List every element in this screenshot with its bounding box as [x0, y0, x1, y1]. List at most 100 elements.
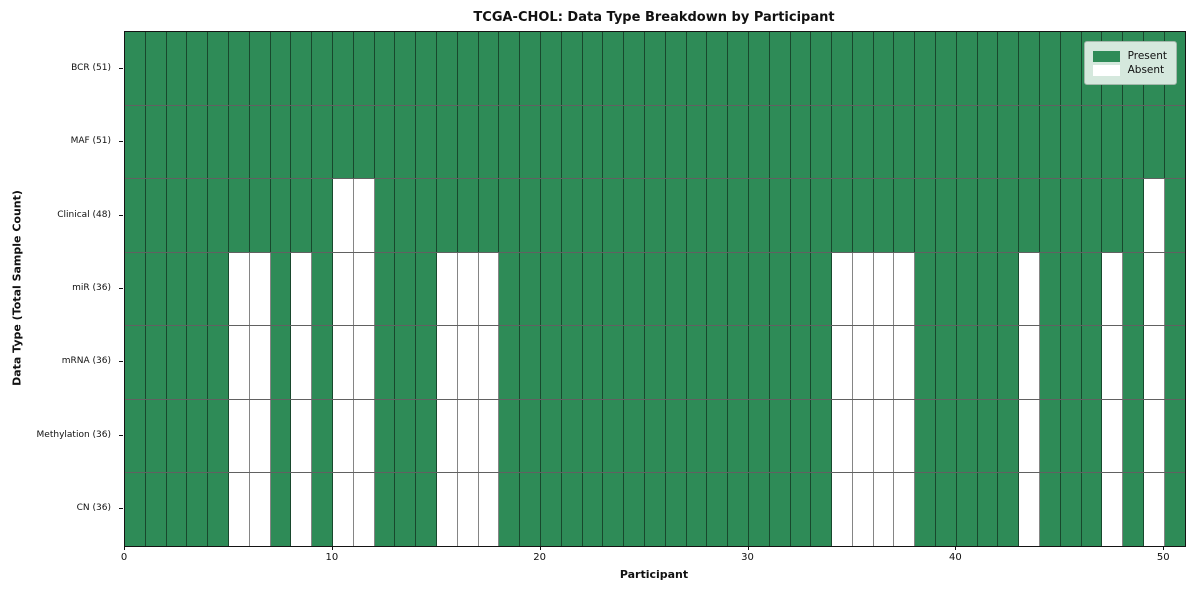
heatmap-cell — [811, 179, 833, 252]
x-tick-mark — [331, 546, 333, 550]
heatmap-cell — [187, 32, 209, 105]
heatmap-cell — [499, 105, 521, 179]
heatmap-cell — [395, 252, 417, 326]
heatmap-cell — [499, 252, 521, 326]
y-tick-mark — [119, 361, 123, 363]
heatmap-cell — [1019, 473, 1041, 547]
heatmap-cell — [977, 252, 999, 326]
heatmap-cell — [1019, 179, 1041, 252]
heatmap-cell — [291, 326, 313, 399]
heatmap-cell — [644, 252, 666, 326]
heatmap-cell — [707, 473, 729, 547]
heatmap-cell — [457, 252, 479, 326]
heatmap-cell — [686, 252, 708, 326]
heatmap-cell — [478, 473, 500, 547]
heatmap-cell — [1081, 399, 1103, 473]
heatmap-cell — [561, 473, 583, 547]
heatmap-cell — [769, 399, 791, 473]
heatmap-cell — [395, 473, 417, 547]
heatmap-cell — [1060, 179, 1082, 252]
heatmap-cell — [707, 179, 729, 252]
heatmap-cell — [790, 399, 812, 473]
heatmap-cell — [270, 105, 292, 179]
heatmap-cell — [1102, 473, 1124, 547]
heatmap-cell — [332, 326, 354, 399]
heatmap-cell — [603, 252, 625, 326]
heatmap-cell — [728, 473, 749, 547]
heatmap-cell — [1164, 473, 1185, 547]
heatmap-row — [125, 32, 1185, 106]
heatmap-cell — [728, 326, 749, 399]
heatmap-cell — [582, 326, 604, 399]
y-tick-label: BCR (51) — [71, 62, 111, 73]
heatmap-cell — [520, 32, 541, 105]
heatmap-cell — [125, 473, 146, 547]
x-axis-label: Participant — [619, 568, 689, 581]
heatmap-cell — [478, 252, 500, 326]
heatmap-cell — [208, 473, 229, 547]
heatmap-cell — [686, 179, 708, 252]
heatmap-cell — [769, 32, 791, 105]
x-axis-ticks: 0 10 20 30 40 50 — [121, 545, 1184, 569]
heatmap-cell — [540, 105, 562, 179]
heatmap-cell — [1081, 473, 1103, 547]
heatmap-cell — [1081, 326, 1103, 399]
heatmap-cell — [998, 473, 1020, 547]
heatmap-cell — [956, 252, 978, 326]
heatmap-cell — [457, 399, 479, 473]
heatmap-cell — [728, 399, 749, 473]
heatmap-cell — [374, 105, 396, 179]
y-tick-label: CN (36) — [76, 503, 111, 514]
heatmap-cell — [436, 105, 458, 179]
heatmap-cell — [915, 326, 937, 399]
heatmap-cell — [1102, 252, 1124, 326]
heatmap-cell — [520, 399, 541, 473]
heatmap-cell — [499, 399, 521, 473]
heatmap-cell — [166, 473, 188, 547]
heatmap-cell — [208, 252, 229, 326]
heatmap-cell — [457, 179, 479, 252]
heatmap-cell — [936, 399, 957, 473]
heatmap-cell — [540, 473, 562, 547]
heatmap-cell — [769, 179, 791, 252]
heatmap-cell — [166, 326, 188, 399]
heatmap-cell — [1102, 105, 1124, 179]
heatmap-cell — [998, 32, 1020, 105]
heatmap-cell — [686, 399, 708, 473]
heatmap-cell — [582, 32, 604, 105]
heatmap-cell — [249, 32, 271, 105]
heatmap-cell — [790, 252, 812, 326]
x-tick-mark — [124, 546, 125, 550]
heatmap-cell — [665, 399, 687, 473]
heatmap-cell — [1123, 399, 1145, 473]
heatmap-cell — [1019, 399, 1041, 473]
heatmap-cell — [166, 252, 188, 326]
heatmap-cell — [499, 32, 521, 105]
heatmap-cell — [1040, 105, 1061, 179]
heatmap-cell — [582, 105, 604, 179]
heatmap-cell — [624, 252, 645, 326]
heatmap-cell — [291, 399, 313, 473]
heatmap-cell — [915, 32, 937, 105]
y-tick-mark — [119, 434, 123, 436]
heatmap-cell — [977, 179, 999, 252]
heatmap-cell — [1060, 326, 1082, 399]
heatmap-cell — [956, 326, 978, 399]
heatmap-cell — [561, 32, 583, 105]
plot-area: Present Absent — [124, 31, 1186, 547]
legend-item-absent: Absent — [1092, 64, 1167, 76]
y-tick-mark — [119, 67, 123, 69]
heatmap-cell — [956, 473, 978, 547]
heatmap-cell — [1060, 252, 1082, 326]
heatmap-cell — [811, 399, 833, 473]
heatmap-cell — [312, 399, 333, 473]
heatmap-cell — [436, 326, 458, 399]
heatmap-cell — [416, 399, 437, 473]
heatmap-cell — [145, 179, 167, 252]
heatmap-cell — [936, 179, 957, 252]
heatmap-cell — [582, 179, 604, 252]
heatmap-cell — [187, 326, 209, 399]
heatmap-cell — [332, 32, 354, 105]
heatmap-cell — [665, 32, 687, 105]
heatmap-cell — [1123, 179, 1145, 252]
